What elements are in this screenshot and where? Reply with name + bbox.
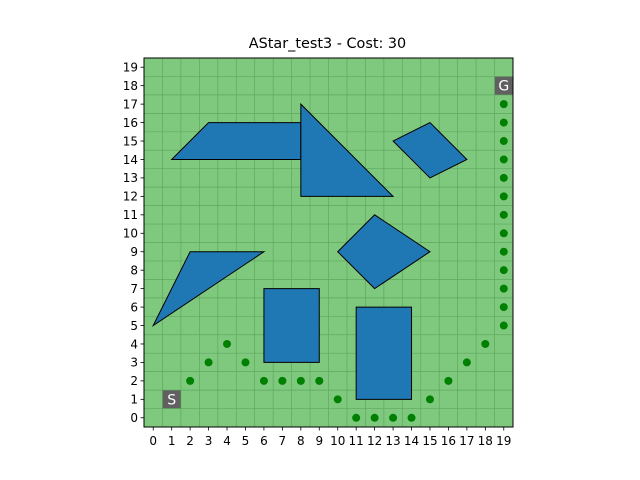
grid-lines — [143, 57, 514, 428]
path-point — [499, 100, 508, 109]
path-point — [499, 137, 508, 146]
y-tick-label: 6 — [130, 300, 138, 314]
x-tick-label: 15 — [422, 434, 437, 448]
x-tick-label: 18 — [478, 434, 493, 448]
x-tick-label: 1 — [168, 434, 176, 448]
y-tick-label: 7 — [130, 282, 138, 296]
start-marker-box — [162, 390, 181, 409]
path-point — [462, 358, 471, 367]
y-tick-label: 2 — [130, 374, 138, 388]
y-tick-label: 18 — [123, 79, 138, 93]
path-point — [259, 376, 268, 385]
y-tick-label: 11 — [123, 208, 138, 222]
x-axis-ticks: 0 1 2 3 4 5 6 7 8 9 10 11 12 13 14 15 16 17 18 19 — [149, 427, 511, 448]
x-tick-label: 17 — [459, 434, 474, 448]
goal-marker-box — [494, 76, 513, 95]
y-tick-label: 17 — [123, 97, 138, 111]
start-goal-markers: SG — [162, 76, 513, 409]
y-tick-label: 5 — [130, 319, 138, 333]
plot-frame — [143, 57, 514, 428]
obstacle-diamond-center — [337, 214, 431, 290]
plot-area: SG — [143, 57, 514, 428]
y-tick-label: 15 — [123, 134, 138, 148]
obstacle-left-triangle — [151, 251, 266, 327]
path-point — [204, 358, 213, 367]
x-tick-label: 12 — [367, 434, 382, 448]
obstacle-rect-left — [263, 288, 320, 363]
goal-marker-label: G — [498, 79, 509, 95]
x-tick-label: 4 — [223, 434, 231, 448]
x-tick-label: 6 — [260, 434, 268, 448]
path-point — [499, 284, 508, 293]
path-point — [389, 413, 398, 422]
y-tick-label: 16 — [123, 116, 138, 130]
path-point — [315, 376, 324, 385]
path-point — [425, 395, 434, 404]
obstacle-rect-right — [355, 306, 413, 400]
path-point — [499, 155, 508, 164]
path-point — [499, 210, 508, 219]
y-tick-label: 10 — [123, 227, 138, 241]
path-point — [333, 395, 342, 404]
x-tick-label: 7 — [279, 434, 287, 448]
x-tick-label: 13 — [385, 434, 400, 448]
obstacle-right-triangle — [300, 102, 395, 197]
chart-title: AStar_test3 - Cost: 30 — [249, 36, 406, 52]
y-tick-label: 1 — [130, 393, 138, 407]
path-point — [499, 247, 508, 256]
path-points — [186, 100, 508, 422]
path-point — [241, 358, 250, 367]
x-tick-label: 16 — [441, 434, 456, 448]
obstacle-diamond-top-right — [392, 121, 468, 179]
path-point — [481, 339, 490, 348]
path-point — [499, 266, 508, 275]
path-point — [499, 303, 508, 312]
start-marker-label: S — [167, 392, 176, 408]
path-point — [444, 376, 453, 385]
path-point — [352, 413, 361, 422]
x-tick-label: 10 — [330, 434, 345, 448]
path-point — [499, 321, 508, 330]
x-tick-label: 11 — [349, 434, 364, 448]
obstacles — [151, 102, 468, 400]
path-point — [499, 229, 508, 238]
y-tick-label: 12 — [123, 190, 138, 204]
y-tick-label: 14 — [123, 153, 138, 167]
path-point — [370, 413, 379, 422]
x-tick-label: 14 — [404, 434, 419, 448]
path-point — [296, 376, 305, 385]
x-tick-label: 19 — [496, 434, 511, 448]
y-tick-label: 8 — [130, 263, 138, 277]
y-tick-label: 19 — [123, 61, 138, 75]
x-tick-label: 2 — [186, 434, 194, 448]
x-tick-label: 8 — [297, 434, 305, 448]
y-tick-label: 13 — [123, 171, 138, 185]
y-tick-label: 0 — [130, 411, 138, 425]
x-tick-label: 5 — [242, 434, 250, 448]
path-point — [278, 376, 287, 385]
path-point — [499, 118, 508, 127]
x-tick-label: 0 — [149, 434, 157, 448]
path-point — [407, 413, 416, 422]
path-point — [186, 376, 195, 385]
x-tick-label: 3 — [205, 434, 213, 448]
y-tick-label: 4 — [130, 337, 138, 351]
y-tick-label: 3 — [130, 356, 138, 370]
x-tick-label: 9 — [315, 434, 323, 448]
path-point — [499, 192, 508, 201]
path-point — [499, 173, 508, 182]
path-point — [223, 339, 232, 348]
y-tick-label: 9 — [130, 245, 138, 259]
